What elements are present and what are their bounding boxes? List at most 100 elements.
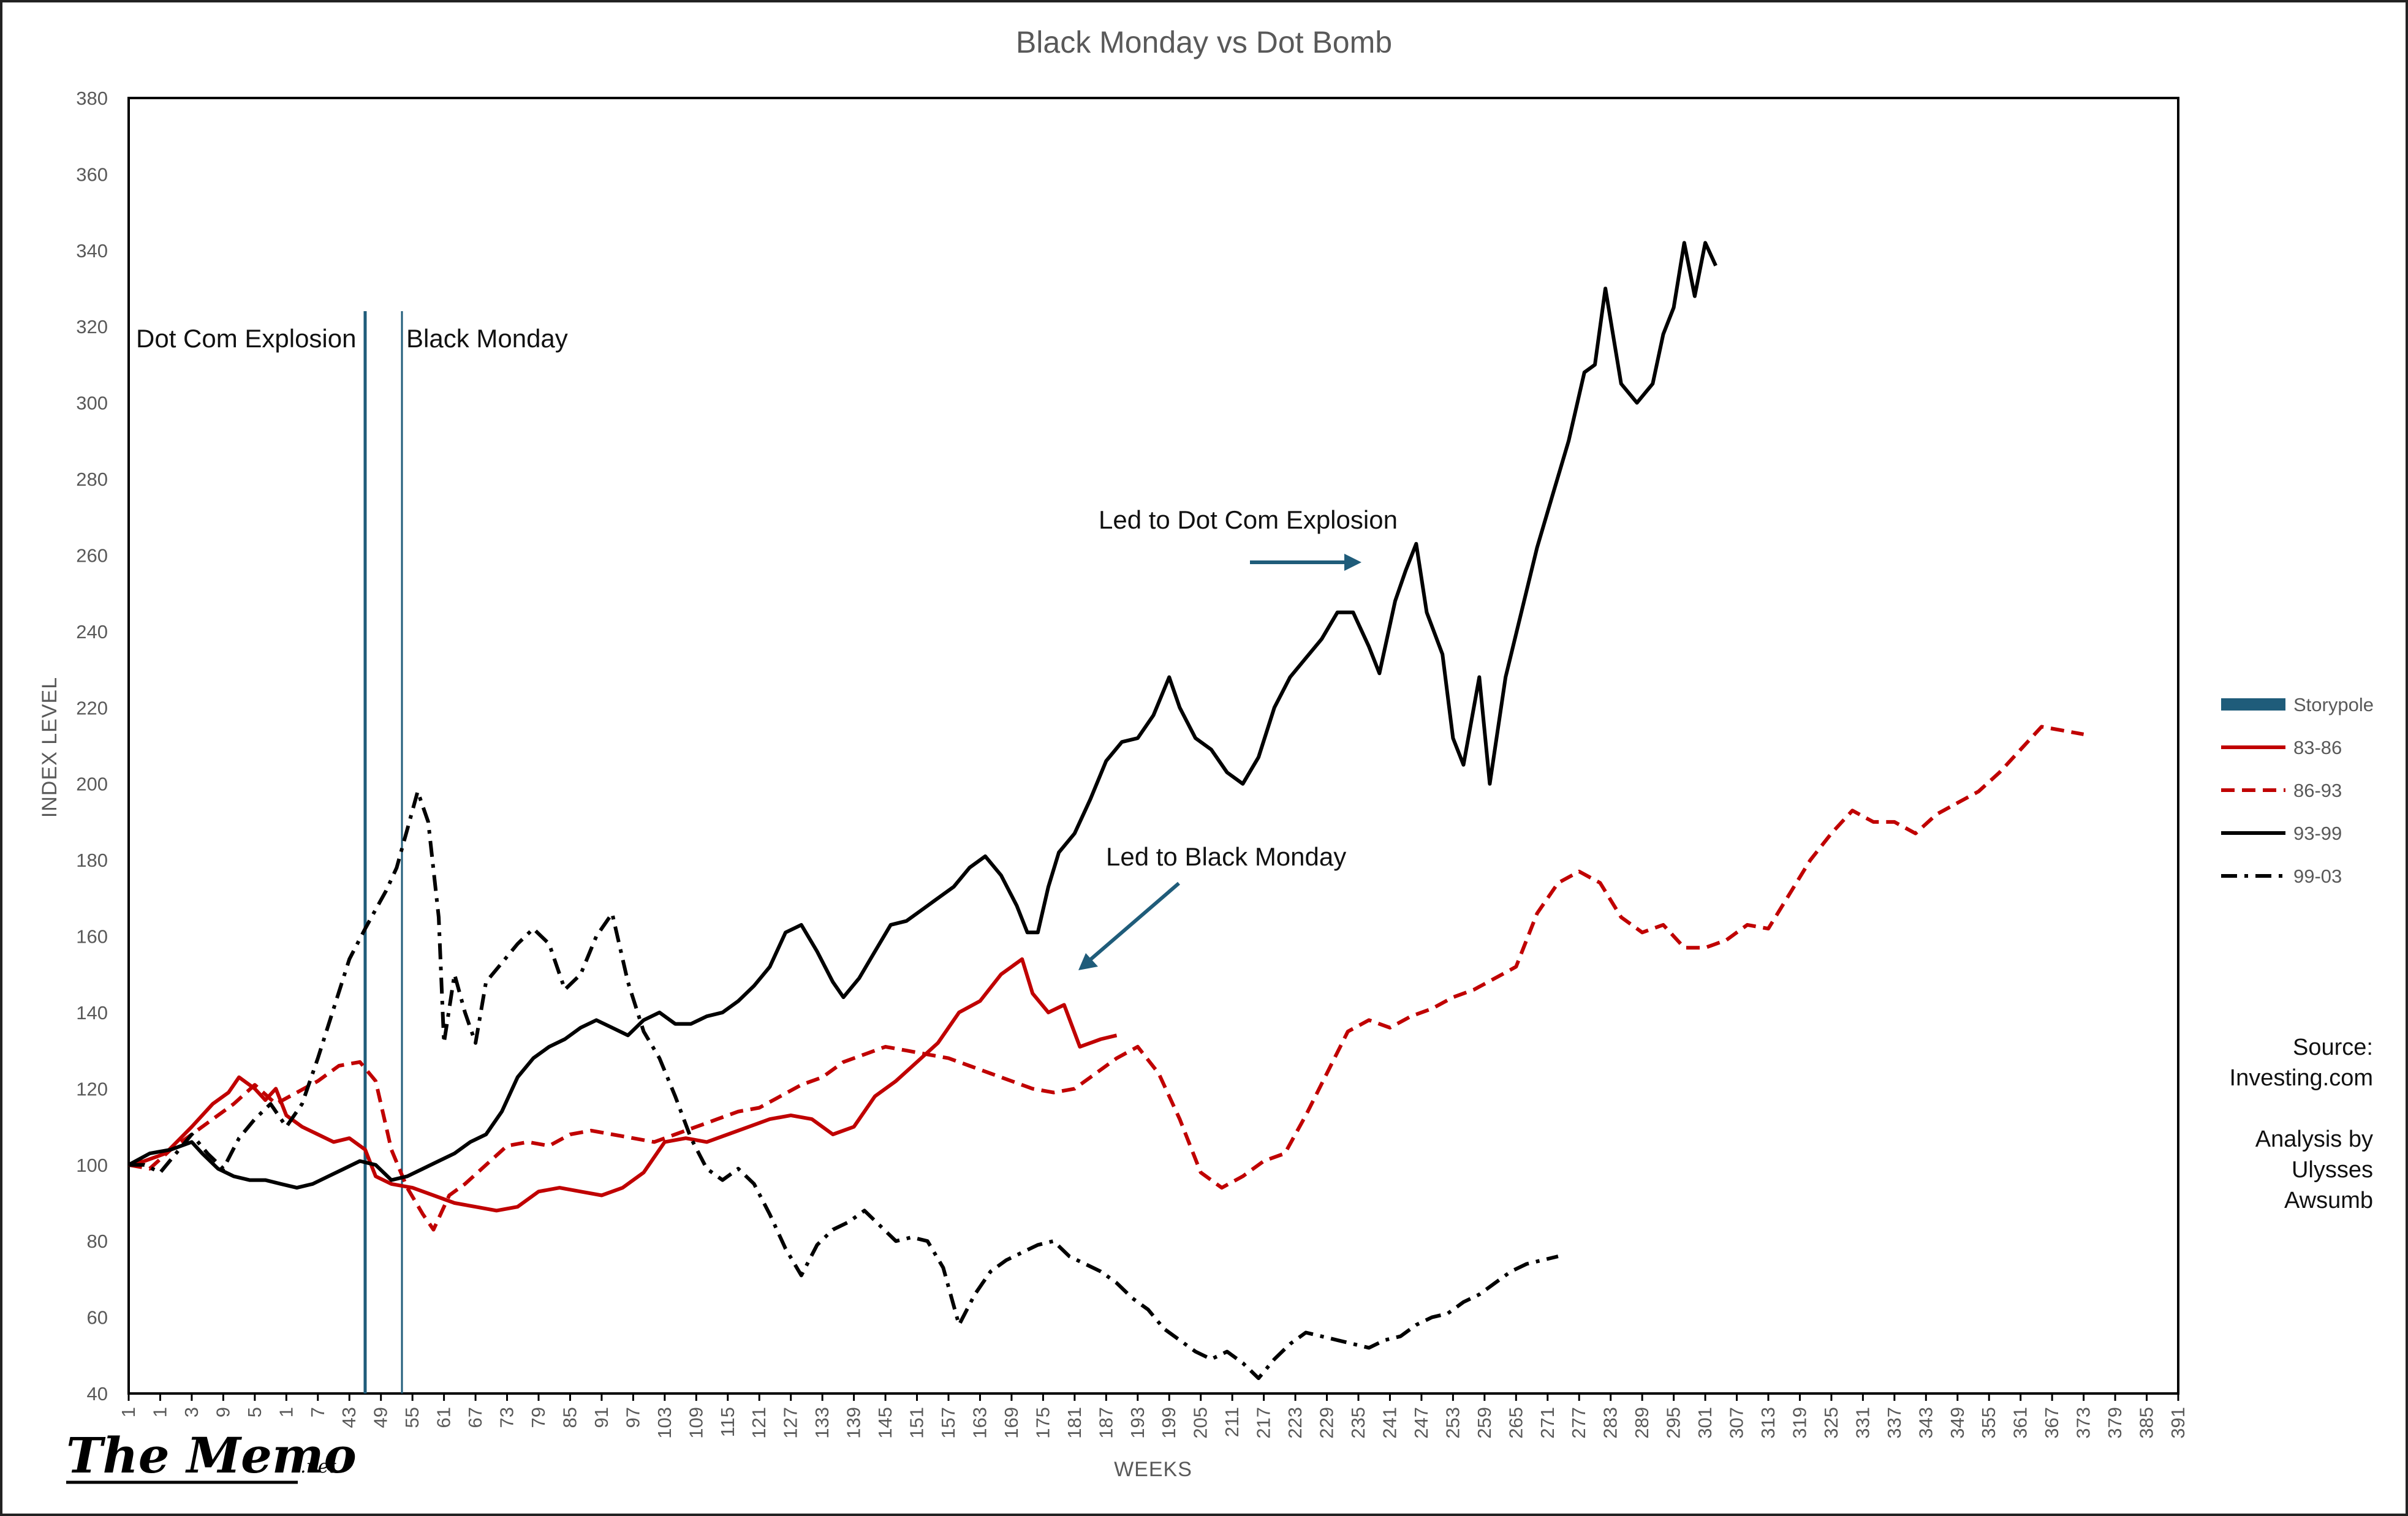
- x-tick-label: 241: [1379, 1407, 1400, 1439]
- x-axis-ticks: 1 1 3 9 5 1 7 43 49 55 61 67 73 79 85 91 97 103 109 115 121 1…: [118, 1393, 2189, 1439]
- storypole-markers: [363, 311, 403, 1393]
- x-tick-label: 139: [843, 1407, 865, 1439]
- y-tick-label: 160: [76, 926, 108, 948]
- x-tick-label: 235: [1347, 1407, 1369, 1439]
- x-tick-label: 181: [1064, 1407, 1085, 1439]
- y-tick-label: 220: [76, 697, 108, 718]
- x-tick-label: 67: [464, 1407, 486, 1428]
- y-tick-label: 380: [76, 88, 108, 109]
- x-tick-label: 373: [2073, 1407, 2094, 1439]
- x-tick-label: 97: [622, 1407, 643, 1428]
- x-tick-label: 271: [1537, 1407, 1558, 1439]
- x-tick-label: 307: [1726, 1407, 1747, 1439]
- legend-label-Storypole: Storypole: [2293, 694, 2374, 715]
- x-tick-label: 3: [181, 1407, 202, 1417]
- y-tick-label: 80: [87, 1231, 108, 1252]
- x-tick-label: 301: [1694, 1407, 1716, 1439]
- legend-label-83-86: 83-86: [2293, 737, 2342, 758]
- x-tick-label: 55: [401, 1407, 423, 1428]
- x-tick-label: 49: [370, 1407, 392, 1428]
- series-line-93-99: [127, 241, 1717, 1190]
- x-axis-title: WEEKS: [1114, 1458, 1192, 1481]
- x-tick-label: 163: [969, 1407, 990, 1439]
- x-tick-label: 385: [2136, 1407, 2157, 1439]
- x-tick-label: 211: [1221, 1407, 1243, 1437]
- legend: Storypole 83-86 86-93 93-99 99-03: [2221, 694, 2374, 887]
- x-tick-label: 103: [654, 1407, 675, 1439]
- analysis-author-first: Ulysses: [2292, 1157, 2373, 1183]
- x-tick-label: 115: [717, 1407, 738, 1437]
- x-tick-label: 331: [1852, 1407, 1873, 1439]
- x-tick-label: 223: [1284, 1407, 1306, 1439]
- annotation-black-monday: Black Monday: [406, 324, 568, 353]
- plot-area: [127, 97, 2179, 1395]
- x-tick-label: 391: [2167, 1407, 2189, 1439]
- x-tick-label: 355: [1978, 1407, 1999, 1439]
- x-tick-label: 127: [780, 1407, 801, 1439]
- series-line-83-86: [128, 957, 1118, 1213]
- arrow-to-black-monday-peak: [1078, 881, 1180, 970]
- x-tick-label: 349: [1947, 1407, 1968, 1439]
- y-tick-label: 140: [76, 1002, 108, 1024]
- y-tick-label: 320: [76, 316, 108, 338]
- x-tick-label: 343: [1915, 1407, 1936, 1439]
- x-tick-label: 289: [1631, 1407, 1653, 1439]
- x-tick-label: 1: [149, 1407, 170, 1417]
- legend-label-93-99: 93-99: [2293, 823, 2342, 844]
- x-tick-label: 85: [559, 1407, 580, 1428]
- legend-label-86-93: 86-93: [2293, 780, 2342, 801]
- annotation-led-to-black-monday: Led to Black Monday: [1106, 842, 1346, 871]
- x-tick-label: 295: [1663, 1407, 1684, 1439]
- series-layer: [127, 241, 2084, 1381]
- y-tick-label: 60: [87, 1307, 108, 1329]
- y-axis-ticks: 40 60 80 100 120 140 160 180 200 220 240 260 280 300 3…: [76, 88, 108, 1405]
- y-tick-label: 280: [76, 469, 108, 490]
- x-tick-label: 247: [1410, 1407, 1432, 1439]
- y-tick-label: 40: [87, 1383, 108, 1405]
- analysis-label: Analysis by: [2255, 1126, 2373, 1152]
- legend-swatch-Storypole: [2221, 698, 2285, 711]
- logo-main-text: The Memo: [66, 1427, 357, 1484]
- x-tick-label: 319: [1789, 1407, 1810, 1439]
- x-tick-label: 361: [2010, 1407, 2031, 1439]
- arrow-to-dot-com-peak: [1250, 554, 1361, 571]
- x-tick-label: 1: [118, 1407, 139, 1417]
- y-tick-label: 180: [76, 850, 108, 871]
- x-tick-label: 217: [1253, 1407, 1274, 1439]
- logo-sub-text: .net: [300, 1456, 337, 1477]
- x-tick-label: 169: [1001, 1407, 1022, 1439]
- x-tick-label: 61: [433, 1407, 455, 1428]
- series-line-86-93: [128, 725, 2084, 1232]
- x-tick-label: 157: [937, 1407, 959, 1439]
- analysis-author-last: Awsumb: [2284, 1188, 2373, 1213]
- x-tick-label: 379: [2104, 1407, 2126, 1439]
- chart-title: Black Monday vs Dot Bomb: [1016, 25, 1392, 59]
- x-tick-label: 199: [1158, 1407, 1179, 1439]
- y-tick-label: 100: [76, 1155, 108, 1176]
- y-tick-label: 300: [76, 393, 108, 414]
- y-axis-title: INDEX LEVEL: [38, 677, 61, 818]
- the-memo-logo: The Memo .net: [66, 1427, 357, 1484]
- x-tick-label: 43: [338, 1407, 360, 1428]
- x-tick-label: 265: [1505, 1407, 1526, 1439]
- x-tick-label: 337: [1884, 1407, 1905, 1439]
- x-tick-label: 91: [591, 1407, 612, 1428]
- y-tick-label: 200: [76, 774, 108, 795]
- x-tick-label: 325: [1820, 1407, 1842, 1439]
- x-tick-label: 133: [811, 1407, 833, 1439]
- x-tick-label: 187: [1095, 1407, 1116, 1439]
- annotation-dot-com-explosion: Dot Com Explosion: [136, 324, 356, 353]
- x-tick-label: 313: [1757, 1407, 1779, 1439]
- x-tick-label: 79: [528, 1407, 549, 1428]
- x-tick-label: 193: [1127, 1407, 1148, 1439]
- x-tick-label: 229: [1316, 1407, 1338, 1439]
- y-tick-label: 360: [76, 164, 108, 185]
- y-tick-label: 120: [76, 1078, 108, 1099]
- annotation-led-to-dot-com: Led to Dot Com Explosion: [1099, 505, 1398, 534]
- x-tick-label: 7: [307, 1407, 328, 1417]
- x-tick-label: 205: [1190, 1407, 1211, 1439]
- x-tick-label: 175: [1032, 1407, 1053, 1439]
- x-tick-label: 259: [1474, 1407, 1495, 1439]
